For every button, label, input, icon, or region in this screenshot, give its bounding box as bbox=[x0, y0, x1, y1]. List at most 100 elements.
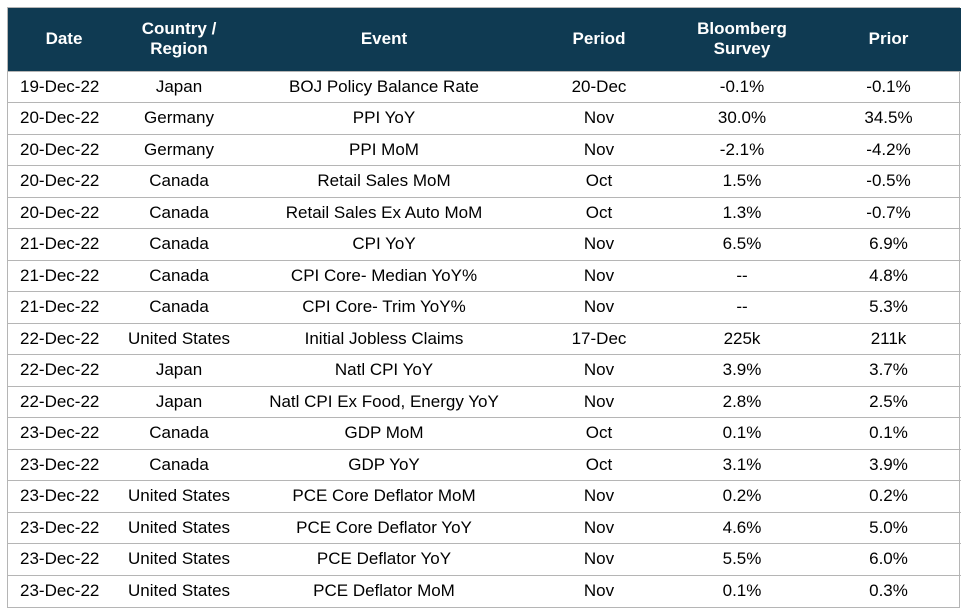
cell-prior: -0.7% bbox=[816, 196, 961, 229]
cell-period: Oct bbox=[530, 448, 668, 481]
cell-period: Nov bbox=[530, 259, 668, 292]
table-row: 20-Dec-22 Germany PPI YoY Nov 30.0% 34.5% bbox=[8, 102, 961, 134]
table-row: 21-Dec-22 Canada CPI YoY Nov 6.5% 6.9% bbox=[8, 228, 961, 260]
cell-prior: 5.3% bbox=[816, 291, 961, 323]
cell-country: United States bbox=[120, 511, 238, 544]
cell-country: Canada bbox=[120, 196, 238, 229]
cell-period: Nov bbox=[530, 102, 668, 134]
table-row: 22-Dec-22 United States Initial Jobless Cl… bbox=[8, 322, 961, 355]
cell-period: Oct bbox=[530, 417, 668, 449]
cell-prior: 5.0% bbox=[816, 511, 961, 544]
cell-survey: 5.5% bbox=[668, 543, 816, 575]
table-row: 23-Dec-22 United States PCE Core Deflator … bbox=[8, 511, 961, 544]
cell-date: 23-Dec-22 bbox=[8, 448, 120, 481]
cell-event: Retail Sales Ex Auto MoM bbox=[238, 196, 530, 229]
cell-country: Canada bbox=[120, 448, 238, 481]
header-row: Date Country / Region Event Period Bloom… bbox=[8, 8, 961, 71]
cell-date: 21-Dec-22 bbox=[8, 228, 120, 260]
cell-survey: 3.9% bbox=[668, 354, 816, 386]
cell-period: Nov bbox=[530, 354, 668, 386]
cell-date: 20-Dec-22 bbox=[8, 102, 120, 134]
cell-survey: 225k bbox=[668, 322, 816, 355]
cell-survey: 1.3% bbox=[668, 196, 816, 229]
table-header: Date Country / Region Event Period Bloom… bbox=[8, 8, 961, 71]
table-row: 21-Dec-22 Canada CPI Core- Median YoY% Nov -… bbox=[8, 259, 961, 292]
cell-event: Retail Sales MoM bbox=[238, 165, 530, 197]
cell-prior: 6.0% bbox=[816, 543, 961, 575]
cell-prior: -0.5% bbox=[816, 165, 961, 197]
cell-prior: 3.7% bbox=[816, 354, 961, 386]
header-survey: Bloomberg Survey bbox=[668, 8, 816, 71]
table-row: 21-Dec-22 Canada CPI Core- Trim YoY% Nov -- 5… bbox=[8, 291, 961, 323]
table-row: 20-Dec-22 Canada Retail Sales Ex Auto MoM O… bbox=[8, 196, 961, 229]
cell-prior: 4.8% bbox=[816, 259, 961, 292]
table-row: 23-Dec-22 United States PCE Core Deflator … bbox=[8, 480, 961, 512]
cell-country: Canada bbox=[120, 228, 238, 260]
cell-date: 22-Dec-22 bbox=[8, 322, 120, 355]
cell-date: 20-Dec-22 bbox=[8, 133, 120, 166]
economic-calendar-table: Date Country / Region Event Period Bloom… bbox=[7, 7, 961, 608]
header-prior: Prior bbox=[816, 8, 961, 71]
cell-prior: 211k bbox=[816, 322, 961, 355]
cell-prior: 0.3% bbox=[816, 574, 961, 607]
cell-event: PPI YoY bbox=[238, 102, 530, 134]
cell-country: Canada bbox=[120, 417, 238, 449]
cell-event: PCE Core Deflator MoM bbox=[238, 480, 530, 512]
cell-period: Nov bbox=[530, 133, 668, 166]
cell-event: PCE Deflator YoY bbox=[238, 543, 530, 575]
cell-survey: 3.1% bbox=[668, 448, 816, 481]
header-country: Country / Region bbox=[120, 8, 238, 71]
cell-event: CPI Core- Trim YoY% bbox=[238, 291, 530, 323]
cell-event: CPI Core- Median YoY% bbox=[238, 259, 530, 292]
cell-survey: 6.5% bbox=[668, 228, 816, 260]
cell-period: 20-Dec bbox=[530, 70, 668, 103]
cell-country: Japan bbox=[120, 70, 238, 103]
table-row: 19-Dec-22 Japan BOJ Policy Balance Rate 20-… bbox=[8, 70, 961, 103]
cell-event: CPI YoY bbox=[238, 228, 530, 260]
table-row: 23-Dec-22 Canada GDP MoM Oct 0.1% 0.1% bbox=[8, 417, 961, 449]
cell-prior: 2.5% bbox=[816, 385, 961, 418]
cell-country: Germany bbox=[120, 102, 238, 134]
cell-country: Japan bbox=[120, 385, 238, 418]
table-row: 20-Dec-22 Canada Retail Sales MoM Oct 1.5% -0… bbox=[8, 165, 961, 197]
cell-period: 17-Dec bbox=[530, 322, 668, 355]
cell-date: 23-Dec-22 bbox=[8, 417, 120, 449]
cell-event: Initial Jobless Claims bbox=[238, 322, 530, 355]
header-period: Period bbox=[530, 8, 668, 71]
cell-event: Natl CPI YoY bbox=[238, 354, 530, 386]
cell-period: Nov bbox=[530, 543, 668, 575]
cell-prior: -0.1% bbox=[816, 70, 961, 103]
cell-period: Oct bbox=[530, 165, 668, 197]
cell-period: Nov bbox=[530, 480, 668, 512]
table-row: 23-Dec-22 United States PCE Deflator MoM No… bbox=[8, 574, 961, 607]
cell-event: GDP YoY bbox=[238, 448, 530, 481]
cell-date: 23-Dec-22 bbox=[8, 574, 120, 607]
cell-survey: 1.5% bbox=[668, 165, 816, 197]
cell-date: 23-Dec-22 bbox=[8, 543, 120, 575]
cell-prior: 6.9% bbox=[816, 228, 961, 260]
cell-country: United States bbox=[120, 322, 238, 355]
calendar-table: Date Country / Region Event Period Bloom… bbox=[8, 8, 961, 607]
table-row: 20-Dec-22 Germany PPI MoM Nov -2.1% -4.2% bbox=[8, 133, 961, 166]
cell-event: PPI MoM bbox=[238, 133, 530, 166]
cell-country: Japan bbox=[120, 354, 238, 386]
cell-period: Nov bbox=[530, 511, 668, 544]
cell-period: Nov bbox=[530, 291, 668, 323]
header-event: Event bbox=[238, 8, 530, 71]
cell-event: BOJ Policy Balance Rate bbox=[238, 70, 530, 103]
cell-survey: 2.8% bbox=[668, 385, 816, 418]
cell-event: PCE Core Deflator YoY bbox=[238, 511, 530, 544]
cell-prior: 3.9% bbox=[816, 448, 961, 481]
cell-survey: -- bbox=[668, 291, 816, 323]
cell-date: 21-Dec-22 bbox=[8, 291, 120, 323]
cell-date: 20-Dec-22 bbox=[8, 196, 120, 229]
table-row: 22-Dec-22 Japan Natl CPI Ex Food, Energy Y… bbox=[8, 385, 961, 418]
cell-date: 19-Dec-22 bbox=[8, 70, 120, 103]
cell-prior: 0.2% bbox=[816, 480, 961, 512]
table-row: 22-Dec-22 Japan Natl CPI YoY Nov 3.9% 3.7% bbox=[8, 354, 961, 386]
table-body: 19-Dec-22 Japan BOJ Policy Balance Rate 20-… bbox=[8, 70, 961, 607]
cell-event: GDP MoM bbox=[238, 417, 530, 449]
cell-date: 23-Dec-22 bbox=[8, 480, 120, 512]
cell-event: Natl CPI Ex Food, Energy YoY bbox=[238, 385, 530, 418]
cell-survey: -- bbox=[668, 259, 816, 292]
